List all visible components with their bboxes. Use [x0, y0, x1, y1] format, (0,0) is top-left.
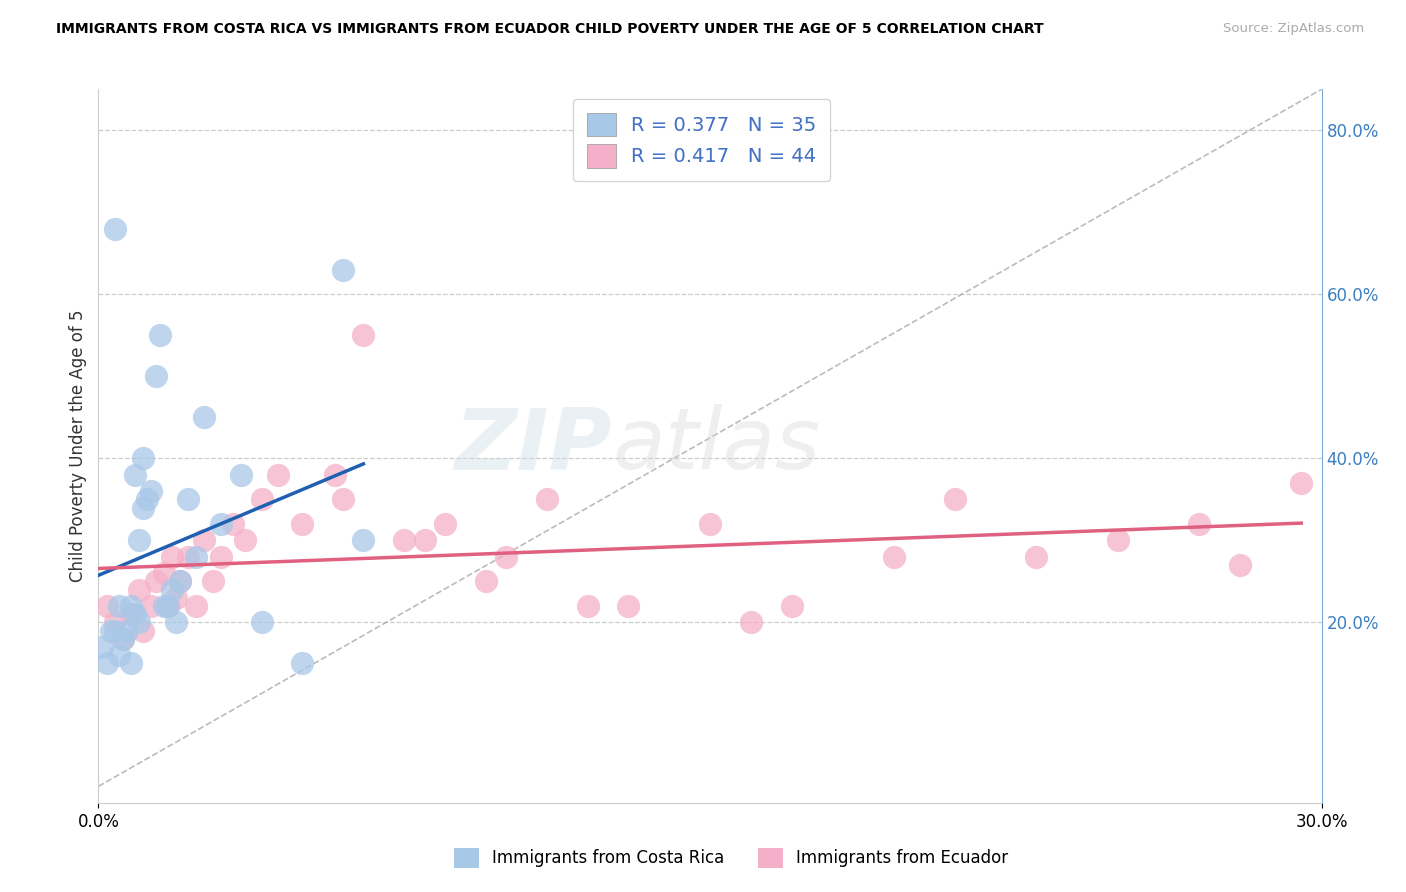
Point [120, 599, 142, 613]
Point [186, 599, 208, 613]
Point [156, 599, 179, 613]
Point [186, 549, 208, 564]
Point [115, 624, 138, 638]
Point [169, 574, 191, 589]
Point [124, 467, 146, 482]
Point [250, 492, 273, 507]
Text: ZIP: ZIP [454, 404, 612, 488]
Point [209, 549, 232, 564]
Point [1025, 549, 1047, 564]
Point [104, 221, 127, 235]
Point [108, 648, 131, 662]
Point [165, 615, 187, 630]
Point [209, 516, 232, 531]
Point [352, 328, 374, 343]
Point [152, 566, 174, 581]
Point [193, 533, 215, 548]
Point [96, 599, 118, 613]
Point [943, 492, 966, 507]
Point [740, 615, 762, 630]
Point [576, 599, 599, 613]
Legend: Immigrants from Costa Rica, Immigrants from Ecuador: Immigrants from Costa Rica, Immigrants f… [447, 841, 1015, 875]
Point [145, 369, 167, 384]
Point [231, 467, 253, 482]
Point [250, 615, 273, 630]
Point [132, 624, 155, 638]
Point [267, 467, 290, 482]
Point [201, 574, 224, 589]
Y-axis label: Child Poverty Under the Age of 5: Child Poverty Under the Age of 5 [69, 310, 87, 582]
Point [149, 328, 172, 343]
Point [323, 467, 346, 482]
Point [883, 549, 905, 564]
Point [165, 591, 187, 605]
Point [332, 492, 354, 507]
Point [169, 574, 191, 589]
Point [111, 632, 134, 646]
Point [1107, 533, 1129, 548]
Point [780, 599, 803, 613]
Text: atlas: atlas [612, 404, 820, 488]
Point [222, 516, 245, 531]
Point [1291, 475, 1313, 490]
Point [136, 492, 159, 507]
Point [132, 451, 155, 466]
Point [128, 533, 150, 548]
Point [145, 574, 167, 589]
Point [177, 549, 200, 564]
Point [104, 624, 127, 638]
Point [160, 549, 183, 564]
Point [291, 657, 314, 671]
Point [132, 500, 155, 515]
Point [141, 484, 163, 499]
Point [536, 492, 558, 507]
Point [120, 657, 142, 671]
Point [108, 599, 131, 613]
Point [1188, 516, 1211, 531]
Point [111, 632, 134, 646]
Point [1229, 558, 1251, 572]
Point [152, 599, 174, 613]
Legend: R = 0.377   N = 35, R = 0.417   N = 44: R = 0.377 N = 35, R = 0.417 N = 44 [574, 99, 830, 181]
Point [434, 516, 457, 531]
Point [352, 533, 374, 548]
Point [233, 533, 256, 548]
Point [156, 599, 179, 613]
Point [291, 516, 314, 531]
Point [699, 516, 721, 531]
Point [120, 607, 142, 622]
Point [177, 492, 200, 507]
Point [104, 615, 127, 630]
Point [495, 549, 517, 564]
Point [617, 599, 640, 613]
Point [160, 582, 183, 597]
Point [332, 262, 354, 277]
Text: Source: ZipAtlas.com: Source: ZipAtlas.com [1223, 22, 1364, 36]
Point [474, 574, 498, 589]
Point [124, 607, 146, 622]
Text: IMMIGRANTS FROM COSTA RICA VS IMMIGRANTS FROM ECUADOR CHILD POVERTY UNDER THE AG: IMMIGRANTS FROM COSTA RICA VS IMMIGRANTS… [56, 22, 1043, 37]
Point [141, 599, 163, 613]
Point [128, 582, 150, 597]
Point [128, 615, 150, 630]
Point [392, 533, 416, 548]
Point [91, 640, 114, 654]
Point [413, 533, 436, 548]
Point [96, 657, 118, 671]
Point [193, 410, 215, 425]
Point [100, 624, 122, 638]
